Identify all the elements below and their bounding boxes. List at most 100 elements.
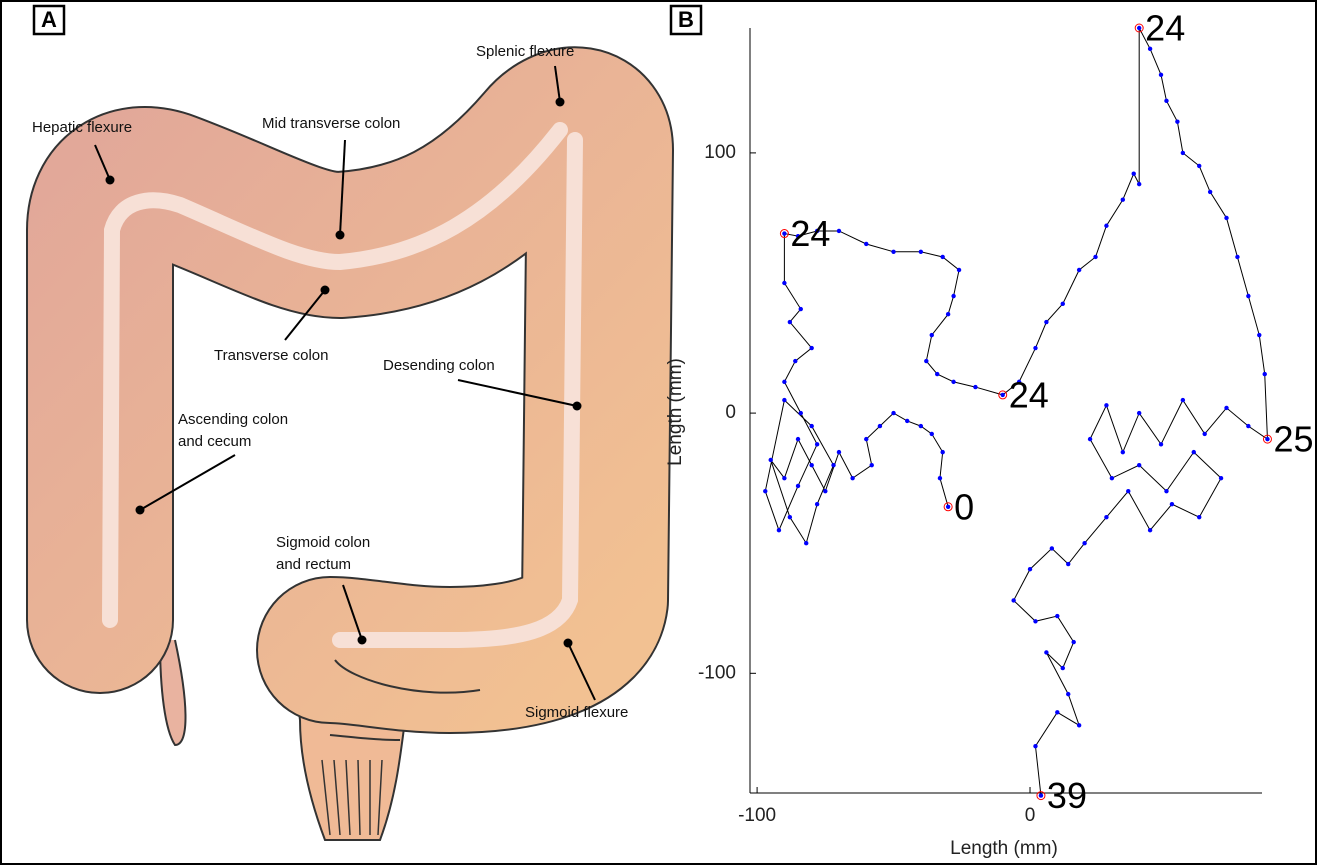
trajectory-point	[793, 358, 798, 364]
label-dot	[572, 401, 582, 411]
trajectory-point	[795, 436, 801, 442]
y-tick-label: -100	[698, 662, 736, 683]
trajectory-point	[1126, 488, 1131, 494]
annotation-marker	[1262, 434, 1272, 444]
trajectory-point	[763, 488, 768, 494]
anatomy-label: Desending colon	[383, 357, 495, 374]
panel-label-box	[32, 4, 66, 36]
trajectory-chart: Length (mm) Length (mm) -100 0 -100 0 100 0 24…	[665, 8, 1313, 860]
trajectory-point	[1033, 345, 1038, 351]
trajectory-point	[1087, 436, 1093, 442]
trajectory-point	[945, 312, 951, 317]
trajectory-point	[940, 449, 945, 455]
trajectory-point	[1197, 514, 1202, 520]
trajectory-point	[1136, 181, 1142, 187]
trajectory-point	[1066, 691, 1071, 697]
trajectory-point	[940, 254, 945, 260]
trajectory-point	[1257, 332, 1262, 338]
trajectory-point	[782, 475, 787, 481]
trajectory-point	[787, 514, 793, 520]
leader-line	[139, 454, 236, 511]
trajectory-point	[973, 384, 978, 390]
annotation-marker	[998, 390, 1008, 400]
trajectory-point	[869, 462, 874, 468]
trajectory-point	[929, 431, 934, 437]
trajectory-point	[1104, 223, 1109, 228]
label-dot	[105, 175, 115, 185]
trajectory-point	[809, 462, 814, 468]
trajectory-point	[937, 475, 943, 481]
trajectory-point	[918, 423, 924, 429]
trajectory-point	[1049, 546, 1055, 551]
trajectory-point	[1016, 379, 1022, 385]
label-dot	[357, 635, 367, 645]
panel-label: B	[678, 7, 694, 32]
trajectory-point	[1265, 436, 1270, 442]
colon-body	[28, 48, 672, 732]
anatomy-label: Sigmoid colon	[276, 534, 370, 551]
trajectory-point	[1000, 392, 1005, 398]
trajectory-point	[804, 541, 809, 546]
annotation-label: 25	[1273, 419, 1313, 460]
trajectory-point	[787, 319, 793, 325]
trajectory-point	[1136, 25, 1142, 31]
panel-label-box	[669, 4, 703, 36]
y-tick-label: 100	[704, 142, 736, 163]
trajectory-point	[1224, 215, 1229, 221]
trajectory-point	[1044, 650, 1049, 655]
appendix	[159, 639, 187, 747]
trajectory-point	[1033, 743, 1038, 749]
trajectory-point	[1093, 254, 1098, 260]
trajectory-point	[814, 442, 820, 447]
trajectory-point	[1191, 449, 1196, 455]
leader-line	[457, 379, 578, 407]
trajectory-point	[1262, 371, 1267, 377]
trajectory-point	[768, 457, 773, 463]
trajectory-point	[1011, 598, 1016, 603]
x-tick-label: 0	[1025, 805, 1036, 826]
anatomy-label: and cecum	[178, 433, 251, 450]
annotation-label: 39	[1047, 775, 1087, 816]
trajectory-point	[1224, 405, 1229, 411]
trajectory-point	[1027, 567, 1033, 572]
trajectory-point	[1246, 423, 1251, 429]
trajectory-point	[814, 228, 820, 234]
trajectory-point	[891, 249, 896, 254]
colon-diagram	[26, 46, 674, 841]
trajectory-point	[1164, 98, 1169, 104]
x-tick-label: -100	[738, 805, 776, 826]
annotation-marker	[1134, 23, 1144, 33]
annotation-label: 24	[1145, 8, 1185, 49]
label-dot	[320, 285, 330, 295]
trajectory-point	[1136, 462, 1142, 468]
trajectory-point	[776, 527, 782, 533]
anatomy-label: Mid transverse colon	[262, 115, 400, 132]
trajectory-point	[1207, 189, 1213, 195]
trajectory-point	[1175, 119, 1180, 124]
trajectory-point	[1104, 403, 1109, 408]
trajectory-point	[1164, 488, 1169, 494]
leader-line	[554, 65, 561, 103]
trajectory-point	[1066, 561, 1071, 567]
trajectory-point	[1202, 431, 1207, 437]
trajectory-point	[956, 267, 962, 273]
label-dot	[563, 638, 573, 648]
x-axis-label: Length (mm)	[950, 838, 1058, 859]
trajectory-point	[1147, 527, 1153, 533]
annotation-marker	[943, 502, 953, 512]
trajectory-point	[929, 332, 934, 338]
trajectory-point	[1109, 475, 1115, 481]
leader-line	[284, 289, 326, 341]
trajectory-point	[1180, 397, 1186, 403]
trajectory-point	[1076, 267, 1082, 273]
annotation-label: 24	[790, 213, 830, 254]
leader-line	[339, 139, 346, 236]
trajectory-point	[864, 241, 869, 247]
label-dot	[335, 230, 345, 240]
trajectory-point	[782, 280, 787, 286]
trajectory-point	[1169, 501, 1175, 507]
trajectory-point	[924, 358, 929, 364]
anatomy-label: Sigmoid flexure	[525, 704, 628, 721]
trajectory-point	[798, 306, 803, 312]
